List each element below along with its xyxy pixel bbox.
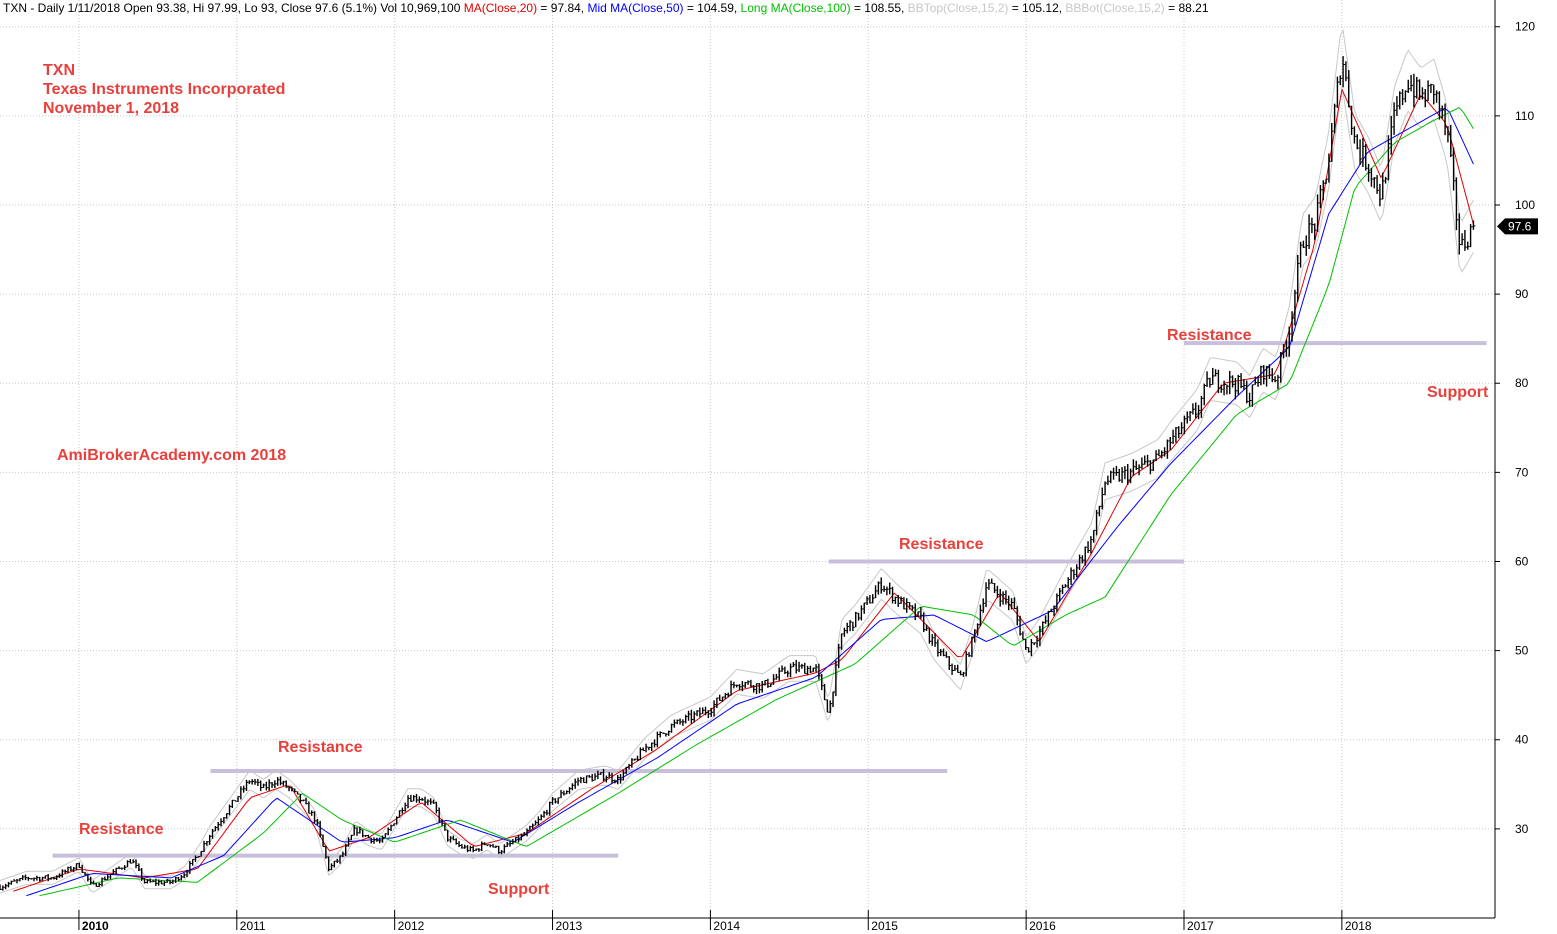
x-tick-label: 2016 (1029, 919, 1056, 933)
x-tick-label: 2018 (1345, 919, 1372, 933)
y-tick-label: 100 (1515, 198, 1535, 212)
y-tick-label: 60 (1515, 554, 1529, 568)
x-tick-label: 2010 (82, 919, 109, 933)
y-tick-label: 70 (1515, 465, 1529, 479)
ticker-label: TXN (43, 62, 75, 79)
support-label-1: Support (488, 881, 550, 898)
last-price-marker (1497, 218, 1538, 235)
y-tick-label: 50 (1515, 644, 1529, 658)
resistance-label-1: Resistance (79, 821, 164, 838)
header-ma100-label: Long MA(Close,100) (741, 1, 851, 15)
last-price-tag: 97.6 (1497, 218, 1538, 235)
y-axis-ticks: 30 40 50 60 70 80 90 100 110 120 (1495, 20, 1535, 836)
y-tick-label: 120 (1515, 20, 1535, 34)
header-ma20-label: MA(Close,20) (464, 1, 537, 15)
bollinger-bottom (0, 91, 1474, 894)
company-label: Texas Instruments Incorporated (43, 81, 285, 98)
chart-header: TXN - Daily 1/11/2018 Open 93.38, Hi 97.… (3, 1, 1209, 15)
y-tick-label: 40 (1515, 733, 1529, 747)
x-axis-ticks: 2010 2011 2012 2013 2014 2015 2016 2017 2018 (78, 910, 1372, 933)
header-bbtop-value: = 105.12, (1008, 1, 1065, 15)
header-bbbot-label: BBBot(Close,15,2) (1065, 1, 1164, 15)
resistance-label-3: Resistance (899, 536, 984, 553)
y-tick-label: 90 (1515, 287, 1529, 301)
grid (0, 0, 1495, 918)
header-prefix: TXN - Daily 1/11/2018 Open 93.38, Hi 97.… (3, 1, 464, 15)
x-tick-label: 2017 (1187, 919, 1214, 933)
x-tick-label: 2015 (871, 919, 898, 933)
header-bbtop-label: BBTop(Close,15,2) (908, 1, 1009, 15)
x-tick-label: 2014 (713, 919, 740, 933)
y-tick-label: 110 (1515, 109, 1534, 123)
header-ma50-value: = 104.59, (684, 1, 741, 15)
watermark: AmiBrokerAcademy.com 2018 (57, 447, 286, 464)
x-tick-label: 2011 (240, 919, 266, 933)
bollinger-top (0, 29, 1474, 881)
last-price-value: 97.6 (1508, 219, 1532, 233)
x-tick-label: 2013 (556, 919, 583, 933)
date-label: November 1, 2018 (43, 100, 179, 117)
support-label-2: Support (1427, 384, 1489, 401)
price-bars (0, 56, 1476, 891)
resistance-label-2: Resistance (278, 739, 363, 756)
annotations: TXN Texas Instruments Incorporated Novem… (43, 62, 1489, 898)
y-tick-label: 80 (1515, 376, 1529, 390)
header-ma20-value: = 97.84, (537, 1, 587, 15)
y-tick-label: 30 (1515, 822, 1529, 836)
x-tick-label: 2012 (398, 919, 425, 933)
header-ma50-label: Mid MA(Close,50) (587, 1, 683, 15)
resistance-label-4: Resistance (1167, 327, 1252, 344)
ma50-line (26, 107, 1474, 897)
ma100-line (39, 106, 1474, 897)
bollinger-band (0, 29, 1474, 894)
header-ma100-value: = 108.55, (851, 1, 908, 15)
header-bbbot-value: = 88.21 (1165, 1, 1209, 15)
